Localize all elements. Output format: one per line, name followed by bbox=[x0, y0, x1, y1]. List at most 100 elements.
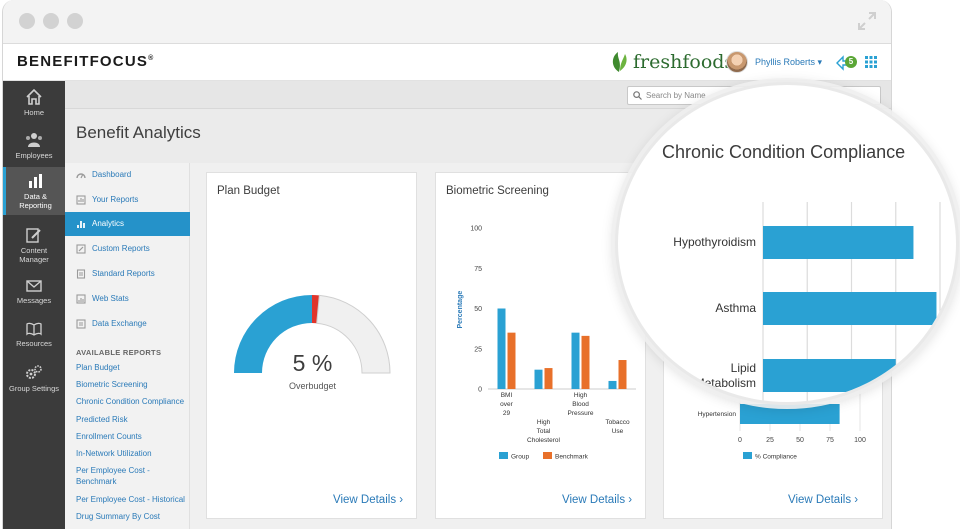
category-label: Tobacco bbox=[605, 419, 630, 426]
y-tick-label: 50 bbox=[474, 306, 482, 313]
category-label: Cholesterol bbox=[527, 437, 560, 444]
bar-group-3 bbox=[608, 380, 617, 389]
view-details-label: View Details bbox=[788, 494, 852, 506]
benefitfocus-logo[interactable]: BENEFITFOCUS® bbox=[17, 53, 154, 70]
notification-badge: 5 bbox=[845, 56, 857, 68]
user-menu[interactable]: Phyllis Roberts ▾ bbox=[755, 57, 822, 68]
subnav-item-your-reports[interactable]: Your Reports bbox=[65, 188, 190, 212]
search-icon bbox=[633, 91, 642, 100]
report-link-in-network-utilization[interactable]: In-Network Utilization bbox=[76, 449, 152, 458]
view-details-link[interactable]: View Details › bbox=[788, 494, 858, 506]
subnav-label-web-stats: Web Stats bbox=[92, 294, 129, 303]
report-link-per-employee-cost-historical[interactable]: Per Employee Cost - Historical bbox=[76, 495, 185, 504]
window-zoom-dot[interactable] bbox=[67, 13, 83, 29]
chevron-right-icon: › bbox=[399, 494, 404, 506]
category-label: Total bbox=[537, 428, 551, 435]
view-details-link[interactable]: View Details › bbox=[333, 494, 403, 506]
stats-icon bbox=[76, 294, 86, 304]
x-tick-label: 100 bbox=[854, 437, 866, 444]
biometric-title: Biometric Screening bbox=[446, 185, 549, 197]
category-label: High bbox=[574, 392, 588, 399]
nav-item-data-reporting[interactable]: Data & Reporting bbox=[3, 167, 65, 215]
zoom-category-label: Hypothyroidism bbox=[673, 235, 756, 249]
search-placeholder: Search by Name bbox=[646, 91, 706, 100]
analytics-subnav: Dashboard Your Reports Analytics Custom … bbox=[65, 163, 190, 529]
gauge-segment-over-budget bbox=[312, 295, 320, 324]
app-grid-icon[interactable] bbox=[865, 56, 877, 68]
report-link-predicted-risk[interactable]: Predicted Risk bbox=[76, 415, 128, 424]
report-link-drug-summary-by-cost[interactable]: Drug Summary By Cost bbox=[76, 512, 161, 521]
logo-text: BENEFITFOCUS bbox=[17, 53, 149, 70]
avatar[interactable] bbox=[726, 51, 748, 73]
nav-label-messages: Messages bbox=[16, 296, 52, 305]
subnav-item-standard-reports[interactable]: Standard Reports bbox=[65, 262, 190, 286]
nav-item-home[interactable]: Home bbox=[3, 83, 65, 129]
user-name-label: Phyllis Roberts bbox=[755, 57, 816, 67]
nav-item-group-settings[interactable]: Group Settings bbox=[3, 359, 65, 405]
data-exchange-icon bbox=[76, 319, 86, 329]
bar-group-0 bbox=[497, 308, 506, 389]
subnav-label-dashboard: Dashboard bbox=[92, 170, 132, 179]
nav-item-resources[interactable]: Resources bbox=[3, 316, 65, 362]
x-tick-label: 50 bbox=[796, 437, 804, 444]
report-link-biometric-screening[interactable]: Biometric Screening bbox=[76, 380, 148, 389]
window-close-dot[interactable] bbox=[19, 13, 35, 29]
report-link-plan-budget[interactable]: Plan Budget bbox=[76, 363, 120, 372]
page-title: Benefit Analytics bbox=[76, 123, 201, 142]
chevron-right-icon: › bbox=[628, 494, 633, 506]
report-link-enrollment-counts[interactable]: Enrollment Counts bbox=[76, 432, 142, 441]
fullscreen-icon[interactable] bbox=[857, 11, 877, 31]
logo-mark: ® bbox=[148, 55, 155, 62]
y-tick-label: 0 bbox=[478, 387, 482, 394]
bar-group-2 bbox=[571, 332, 580, 389]
bar-group-1 bbox=[534, 369, 543, 389]
available-reports-heading: AVAILABLE REPORTS bbox=[76, 348, 162, 357]
nav-label-data-reporting: Data & Reporting bbox=[19, 192, 52, 210]
nav-label-employees: Employees bbox=[15, 151, 53, 160]
subnav-item-analytics[interactable]: Analytics bbox=[65, 212, 190, 236]
view-details-link[interactable]: View Details › bbox=[562, 494, 632, 506]
x-tick-label: 0 bbox=[738, 437, 742, 444]
report-link-chronic-condition-compliance[interactable]: Chronic Condition Compliance bbox=[76, 397, 185, 406]
subnav-label-analytics: Analytics bbox=[92, 219, 125, 228]
plan-budget-card: Plan Budget 5 % Overbudget View Details … bbox=[206, 172, 417, 519]
window-minimize-dot[interactable] bbox=[43, 13, 59, 29]
envelope-icon bbox=[26, 280, 42, 292]
window-titlebar bbox=[3, 0, 891, 44]
subnav-label-custom-reports: Custom Reports bbox=[92, 244, 150, 253]
y-tick-label: 25 bbox=[474, 346, 482, 353]
chevron-right-icon: › bbox=[854, 494, 859, 506]
legend-label-benchmark: Benchmark bbox=[555, 454, 589, 461]
category-label: over bbox=[500, 401, 513, 408]
bar-benchmark-2 bbox=[581, 335, 590, 389]
y-axis-title: Percentage bbox=[457, 291, 464, 329]
nav-item-content-manager[interactable]: Content Manager bbox=[3, 221, 65, 269]
client-brand: freshfoods bbox=[609, 49, 734, 75]
nav-item-messages[interactable]: Messages bbox=[3, 273, 65, 319]
subnav-item-data-exchange[interactable]: Data Exchange bbox=[65, 312, 190, 336]
subnav-label-your-reports: Your Reports bbox=[92, 195, 139, 204]
zoom-bar-1 bbox=[763, 292, 937, 325]
reports-icon bbox=[76, 195, 86, 205]
subnav-item-web-stats[interactable]: Web Stats bbox=[65, 287, 190, 311]
report-link-per-employee-cost-benchmark[interactable]: Per Employee Cost - Benchmark bbox=[76, 466, 150, 486]
biometric-bar-chart: 0 25 50 75 100 Percentage BMI over 29 High Total Ch… bbox=[457, 226, 636, 461]
document-icon bbox=[76, 269, 86, 279]
category-label: High bbox=[537, 419, 551, 426]
category-label: 29 bbox=[503, 410, 511, 417]
subnav-item-dashboard[interactable]: Dashboard bbox=[65, 163, 190, 187]
gears-icon bbox=[26, 365, 42, 379]
people-icon bbox=[26, 133, 42, 147]
biometric-screening-card: Biometric Screening 0 25 50 75 100 Percentage… bbox=[435, 172, 646, 519]
legend-swatch-group bbox=[499, 452, 508, 459]
zoom-category-label: Lipid bbox=[731, 361, 756, 375]
subnav-label-data-exchange: Data Exchange bbox=[92, 319, 147, 328]
nav-label-resources: Resources bbox=[16, 339, 52, 348]
gauge-segment-remaining bbox=[316, 294, 391, 374]
subnav-label-standard-reports: Standard Reports bbox=[92, 269, 155, 278]
nav-item-employees[interactable]: Employees bbox=[3, 126, 65, 172]
home-icon bbox=[26, 89, 42, 105]
edit-icon bbox=[26, 228, 41, 243]
zoom-category-label: Asthma bbox=[715, 301, 756, 315]
subnav-item-custom-reports[interactable]: Custom Reports bbox=[65, 237, 190, 261]
